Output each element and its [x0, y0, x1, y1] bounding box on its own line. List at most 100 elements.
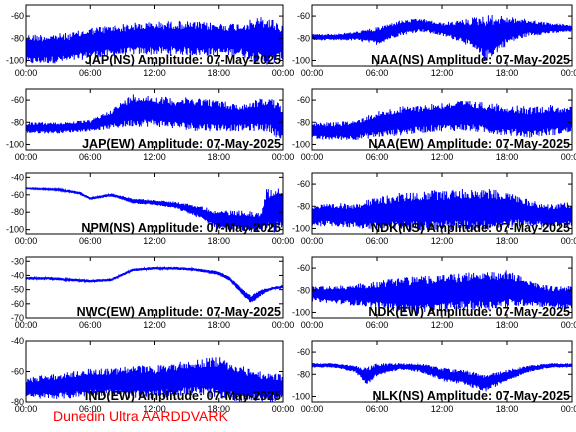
- y-tick-label: -60: [11, 190, 24, 200]
- panel-ndk-ns: -60-80-10000:0006:0012:0018:0000:00NDK(N…: [292, 172, 576, 246]
- amplitude-trace: [312, 270, 572, 315]
- panel-title: NWC(EW) Amplitude: 07-May-2025: [77, 305, 281, 319]
- x-tick-label: 18:00: [496, 404, 519, 414]
- x-tick-label: 12:00: [431, 152, 454, 162]
- x-tick-label: 18:00: [496, 68, 519, 78]
- y-tick-label: -100: [292, 391, 310, 401]
- x-tick-label: 00:00: [561, 152, 576, 162]
- y-tick-label: -70: [11, 313, 24, 323]
- x-tick-label: 00:00: [15, 236, 38, 246]
- y-tick-label: -60: [11, 299, 24, 309]
- x-tick-label: 00:00: [272, 320, 295, 330]
- panel-title: NAA(NS) Amplitude: 07-May-2025: [371, 53, 570, 67]
- panel-title: NLK(NS) Amplitude: 07-May-2025: [373, 389, 571, 403]
- y-tick-label: -80: [11, 397, 24, 407]
- x-tick-label: 18:00: [496, 236, 519, 246]
- panel-title: JAP(NS) Amplitude: 07-May-2025: [85, 53, 281, 67]
- y-tick-label: -80: [11, 33, 24, 43]
- y-tick-label: -60: [11, 95, 24, 105]
- x-tick-label: 18:00: [207, 68, 230, 78]
- x-tick-label: 06:00: [79, 236, 102, 246]
- footer-credit: Dunedin Ultra AARDDVARK: [53, 408, 228, 424]
- x-tick-label: 12:00: [143, 236, 166, 246]
- x-tick-label: 18:00: [207, 320, 230, 330]
- x-tick-label: 12:00: [143, 320, 166, 330]
- x-tick-label: 06:00: [366, 68, 389, 78]
- panel-title: NPM(NS) Amplitude: 07-May-2025: [81, 221, 281, 235]
- x-tick-label: 00:00: [272, 68, 295, 78]
- x-tick-label: 00:00: [561, 404, 576, 414]
- amplitude-trace: [26, 357, 283, 402]
- x-tick-label: 12:00: [143, 404, 166, 414]
- y-tick-label: -100: [292, 307, 310, 317]
- y-tick-label: -80: [11, 117, 24, 127]
- y-tick-label: -80: [297, 33, 310, 43]
- y-tick-label: -60: [11, 11, 24, 21]
- y-tick-label: -50: [11, 285, 24, 295]
- panel-title: JAP(EW) Amplitude: 07-May-2025: [82, 137, 281, 151]
- amplitude-trace: [26, 265, 283, 303]
- panel-title: NDK(NS) Amplitude: 07-May-2025: [371, 221, 570, 235]
- x-tick-label: 18:00: [207, 152, 230, 162]
- y-tick-label: -80: [297, 285, 310, 295]
- amplitude-trace: [26, 94, 283, 139]
- y-tick-label: -60: [11, 367, 24, 377]
- amplitude-trace: [312, 363, 572, 392]
- x-tick-label: 18:00: [496, 152, 519, 162]
- y-tick-label: -60: [297, 179, 310, 189]
- amplitude-trace: [26, 186, 283, 233]
- panel-title: NAA(EW) Amplitude: 07-May-2025: [368, 137, 570, 151]
- x-tick-label: 12:00: [143, 152, 166, 162]
- y-tick-label: -60: [297, 11, 310, 21]
- x-tick-label: 12:00: [431, 68, 454, 78]
- x-tick-label: 00:00: [561, 236, 576, 246]
- x-tick-label: 00:00: [272, 152, 295, 162]
- x-tick-label: 12:00: [431, 236, 454, 246]
- x-tick-label: 06:00: [366, 404, 389, 414]
- x-tick-label: 00:00: [15, 68, 38, 78]
- panel-title: NDK(EW) Amplitude: 07-May-2025: [368, 305, 570, 319]
- x-tick-label: 00:00: [301, 68, 324, 78]
- x-tick-label: 00:00: [272, 404, 295, 414]
- x-tick-label: 06:00: [79, 68, 102, 78]
- y-tick-label: -80: [11, 207, 24, 217]
- x-tick-label: 12:00: [143, 68, 166, 78]
- amplitude-trace: [312, 188, 572, 231]
- x-tick-label: 00:00: [15, 320, 38, 330]
- panel-title: IND(EW) Amplitude: 07-May-2025: [85, 389, 281, 403]
- y-tick-label: -60: [297, 95, 310, 105]
- y-tick-label: -100: [6, 225, 24, 235]
- y-tick-label: -40: [11, 336, 24, 346]
- x-tick-label: 00:00: [15, 404, 38, 414]
- y-tick-label: -80: [297, 201, 310, 211]
- x-tick-label: 06:00: [366, 152, 389, 162]
- x-tick-label: 00:00: [301, 236, 324, 246]
- x-tick-label: 18:00: [207, 236, 230, 246]
- x-tick-label: 06:00: [79, 320, 102, 330]
- x-tick-label: 00:00: [272, 236, 295, 246]
- x-tick-label: 12:00: [431, 320, 454, 330]
- y-tick-label: -60: [297, 347, 310, 357]
- y-tick-label: -100: [292, 55, 310, 65]
- y-tick-label: -80: [297, 369, 310, 379]
- x-tick-label: 06:00: [366, 236, 389, 246]
- panel-naa-ew: -60-80-10000:0006:0012:0018:0000:00NAA(E…: [292, 88, 576, 162]
- x-tick-label: 18:00: [207, 404, 230, 414]
- x-tick-label: 00:00: [561, 68, 576, 78]
- amplitude-trace: [312, 100, 572, 140]
- x-tick-label: 00:00: [15, 152, 38, 162]
- x-tick-label: 06:00: [79, 404, 102, 414]
- amplitude-trace: [26, 17, 283, 65]
- y-tick-label: -60: [297, 263, 310, 273]
- y-tick-label: -40: [11, 172, 24, 182]
- panel-nlk-ns: -60-80-10000:0006:0012:0018:0000:00NLK(N…: [292, 340, 576, 414]
- x-tick-label: 06:00: [79, 152, 102, 162]
- y-tick-label: -40: [11, 270, 24, 280]
- x-tick-label: 12:00: [431, 404, 454, 414]
- x-tick-label: 00:00: [301, 404, 324, 414]
- y-tick-label: -100: [292, 139, 310, 149]
- x-tick-label: 18:00: [496, 320, 519, 330]
